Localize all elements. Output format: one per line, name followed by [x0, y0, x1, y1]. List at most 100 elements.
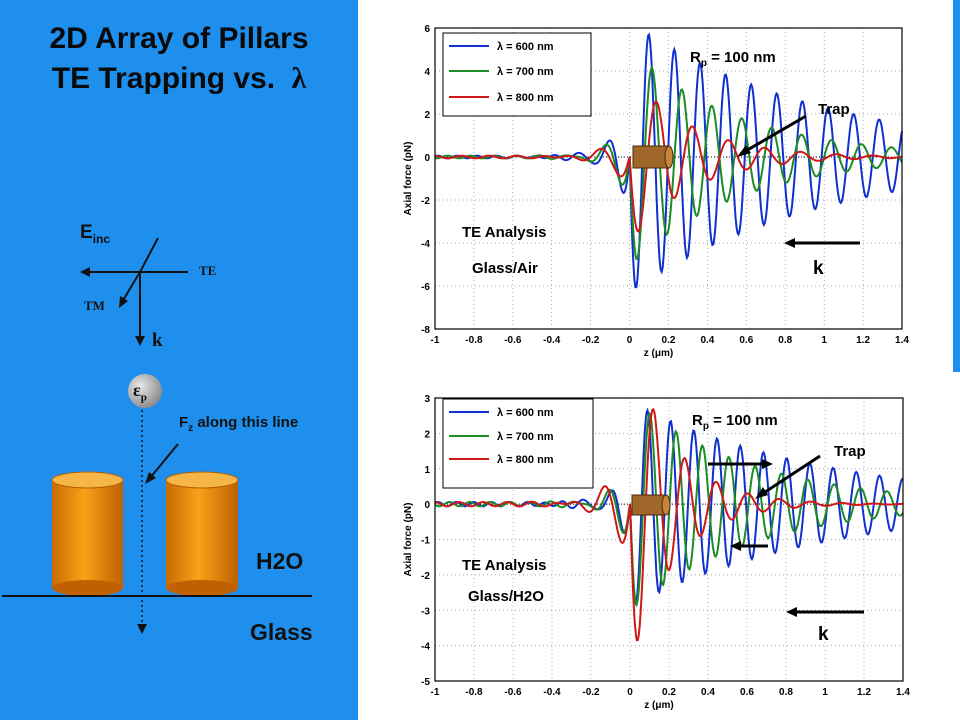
einc-label: Einc	[80, 222, 111, 246]
force-line-arrowhead	[137, 624, 147, 634]
y-axis-label: Axial force (pN)	[403, 503, 414, 577]
k-annotation: k	[813, 258, 824, 279]
x-tick-label: 0.6	[739, 335, 753, 346]
pillar-inset	[632, 145, 674, 169]
medium-annotation: Glass/Air	[472, 260, 538, 277]
x-tick-label: 1.4	[896, 687, 910, 698]
particle	[128, 374, 162, 408]
legend-entry-600: λ = 600 nm	[497, 41, 554, 53]
x-tick-label: 0.4	[701, 687, 715, 698]
x-tick-label: 0.8	[779, 687, 793, 698]
tm-axis	[121, 271, 141, 303]
legend-box: λ = 600 nm λ = 700 nm λ = 800 nm	[442, 398, 594, 489]
x-tick-label: 1.2	[856, 335, 870, 346]
trap-arrow	[743, 114, 807, 154]
trap-annotation: Trap	[818, 101, 850, 118]
y-tick-label: -1	[421, 536, 430, 547]
title-text: TE Trapping vs.	[51, 62, 276, 95]
y-tick-label: 4	[424, 67, 430, 78]
legend-entry-800: λ = 800 nm	[497, 454, 554, 466]
legend-box: λ = 600 nm λ = 700 nm λ = 800 nm	[442, 32, 592, 117]
x-tick-label: -1	[431, 335, 440, 346]
y-tick-label: -6	[421, 282, 430, 293]
x-tick-label: 1	[821, 335, 827, 346]
x-tick-label: 0.4	[700, 335, 714, 346]
x-tick-label: 1	[822, 687, 828, 698]
x-tick-label: 0.2	[662, 335, 676, 346]
x-tick-label: -0.2	[582, 335, 600, 346]
x-tick-label: 0	[627, 335, 633, 346]
x-axis-label: z (μm)	[644, 348, 673, 359]
y-tick-label: -8	[421, 325, 430, 336]
y-tick-label: 6	[424, 24, 430, 35]
plot-frame	[434, 397, 904, 682]
einc-axis-up	[139, 237, 159, 273]
x-tick-label: -0.2	[582, 687, 600, 698]
x-tick-label: -1	[431, 687, 440, 698]
trap-arrowhead	[737, 145, 751, 157]
trap-annotation: Trap	[834, 443, 866, 460]
particle-label: εp	[133, 380, 147, 404]
slide-title-line2: TE Trapping vs. λ	[0, 62, 358, 96]
x-tick-label: 0.2	[662, 687, 676, 698]
legend-entry-800: λ = 800 nm	[497, 92, 554, 104]
x-tick-label: -0.6	[504, 687, 522, 698]
pillar-inset	[631, 494, 671, 516]
legend-entry-600: λ = 600 nm	[497, 407, 554, 419]
slide-title-line1: 2D Array of Pillars	[49, 22, 309, 55]
x-tick-label: -0.8	[465, 335, 483, 346]
medium-annotation: Glass/H2O	[468, 588, 544, 605]
geometry-diagram	[2, 237, 312, 634]
y-tick-label: 3	[424, 394, 430, 405]
y-tick-label: -4	[421, 239, 430, 250]
y-tick-label: -4	[421, 642, 430, 653]
trap-arrowhead	[755, 487, 768, 499]
left-panel	[0, 0, 358, 720]
y-tick-label: 2	[424, 429, 430, 440]
x-tick-label: 1.2	[857, 687, 871, 698]
x-tick-label: 0.8	[778, 335, 792, 346]
y-tick-label: -2	[421, 196, 430, 207]
tm-label: TM	[84, 298, 105, 313]
force-arrowhead-left	[730, 541, 741, 551]
y-tick-label: 0	[424, 500, 430, 511]
x-tick-label: 1.4	[895, 335, 909, 346]
radius-annotation: Rp = 100 nm	[692, 412, 778, 432]
trap-arrow	[761, 454, 821, 496]
legend-entry-700: λ = 700 nm	[497, 431, 554, 443]
series-line-2	[434, 100, 903, 233]
y-axis-label: Axial force (pN)	[403, 142, 414, 216]
te-label: TE	[199, 263, 217, 278]
pillar-left	[51, 471, 124, 596]
analysis-annotation: TE Analysis	[462, 557, 546, 574]
y-tick-label: -5	[421, 677, 430, 688]
pillar-right	[165, 471, 239, 596]
force-arrowhead-right	[762, 459, 773, 469]
right-edge-bar	[953, 0, 960, 372]
substrate-label: Glass	[250, 619, 313, 645]
tm-arrowhead	[119, 296, 128, 308]
y-tick-label: 0	[424, 153, 430, 164]
pointer-arrow	[149, 443, 179, 479]
radius-annotation: Rp = 100 nm	[690, 49, 776, 69]
k-arrowhead	[784, 238, 795, 248]
y-tick-label: 2	[424, 110, 430, 121]
series-line-2	[434, 408, 903, 642]
y-tick-label: -3	[421, 606, 430, 617]
k-arrowhead	[786, 607, 797, 617]
y-tick-label: -2	[421, 571, 430, 582]
analysis-annotation: TE Analysis	[462, 224, 546, 241]
k-annotation: k	[818, 624, 829, 645]
x-tick-label: 0	[627, 687, 633, 698]
k-arrowhead	[135, 336, 145, 346]
legend-entry-700: λ = 700 nm	[497, 66, 554, 78]
medium-label: H2O	[256, 548, 304, 574]
x-tick-label: 0.6	[740, 687, 754, 698]
x-axis-label: z (μm)	[644, 700, 673, 711]
y-tick-label: 1	[424, 465, 430, 476]
fz-label: Fz along this line	[179, 414, 299, 434]
plot-frame	[434, 27, 903, 330]
te-arrowhead	[80, 267, 90, 277]
